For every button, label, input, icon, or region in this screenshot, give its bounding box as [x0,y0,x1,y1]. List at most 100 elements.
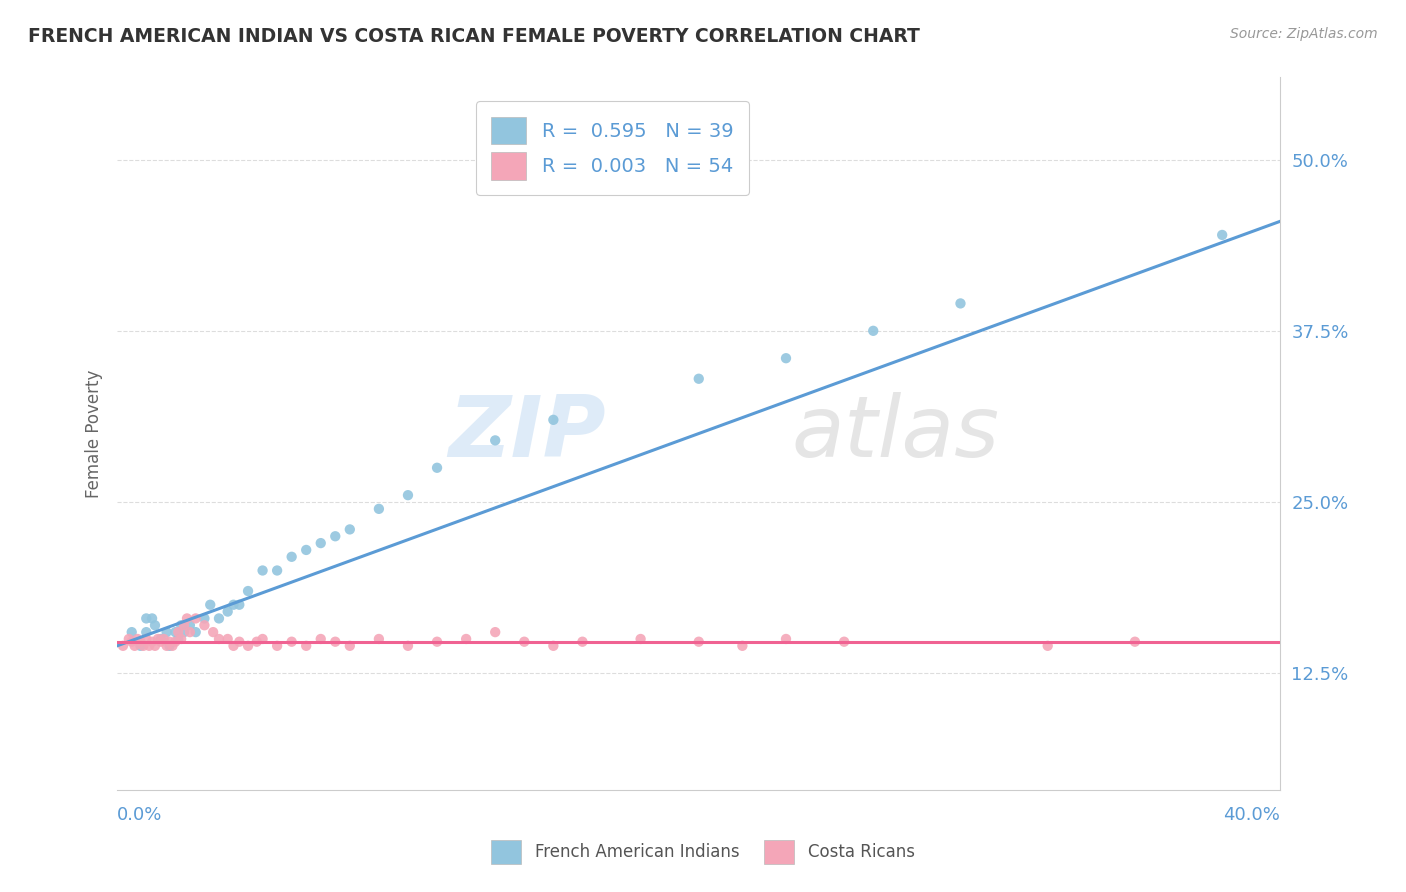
Point [124,639,146,653]
Point [266,564,288,578]
Point [862,324,884,338]
Point [143,618,166,632]
Point [396,639,419,653]
Point [426,634,449,648]
Point [159,639,181,653]
Point [252,632,274,646]
Point [167,632,190,646]
Point [179,618,201,632]
Point [179,625,201,640]
Point [688,634,710,648]
Point [1036,639,1059,653]
Point [295,639,318,653]
Point [280,634,302,648]
Point [141,634,163,648]
Point [630,632,652,646]
Point [295,543,318,558]
Point [121,634,143,648]
Point [339,523,361,537]
Point [156,625,179,640]
Point [184,625,207,640]
Point [156,639,179,653]
Point [184,611,207,625]
Text: atlas: atlas [792,392,1000,475]
Point [149,632,172,646]
Point [228,634,250,648]
Point [323,634,346,648]
Point [165,634,187,648]
Point [135,611,157,625]
Point [228,598,250,612]
Point [426,460,449,475]
Point [208,611,231,625]
Text: Source: ZipAtlas.com: Source: ZipAtlas.com [1230,27,1378,41]
Point [252,564,274,578]
Point [339,639,361,653]
Legend: French American Indians, Costa Ricans: French American Indians, Costa Ricans [485,833,921,871]
Point [1211,227,1233,242]
Point [167,625,190,640]
Point [138,639,160,653]
Point [121,625,143,640]
Point [217,605,239,619]
Point [200,598,222,612]
Point [143,639,166,653]
Point [280,549,302,564]
Point [222,598,245,612]
Point [170,632,193,646]
Point [173,618,195,632]
Point [132,639,155,653]
Point [775,632,797,646]
Point [208,632,231,646]
Point [129,634,152,648]
Legend: R =  0.595   N = 39, R =  0.003   N = 54: R = 0.595 N = 39, R = 0.003 N = 54 [475,102,749,195]
Point [323,529,346,543]
Point [146,632,169,646]
Point [176,611,198,625]
Point [949,296,972,310]
Text: 40.0%: 40.0% [1223,806,1281,824]
Point [162,639,184,653]
Point [775,351,797,366]
Point [111,639,134,653]
Point [173,625,195,640]
Point [193,618,215,632]
Point [688,372,710,386]
Point [141,611,163,625]
Point [484,625,506,640]
Point [513,634,536,648]
Point [484,434,506,448]
Point [571,634,593,648]
Point [309,632,332,646]
Point [135,632,157,646]
Point [1123,634,1146,648]
Point [165,625,187,640]
Point [367,632,389,646]
Text: 0.0%: 0.0% [117,806,163,824]
Point [832,634,855,648]
Text: ZIP: ZIP [449,392,606,475]
Point [159,634,181,648]
Point [543,639,565,653]
Point [396,488,419,502]
Point [367,501,389,516]
Point [152,632,174,646]
Point [217,632,239,646]
Point [118,632,141,646]
Point [236,584,259,599]
Point [246,634,269,648]
Point [456,632,478,646]
Point [543,413,565,427]
Point [170,618,193,632]
Y-axis label: Female Poverty: Female Poverty [86,369,103,498]
Point [135,625,157,640]
Point [731,639,754,653]
Point [193,611,215,625]
Point [236,639,259,653]
Point [127,632,149,646]
Text: FRENCH AMERICAN INDIAN VS COSTA RICAN FEMALE POVERTY CORRELATION CHART: FRENCH AMERICAN INDIAN VS COSTA RICAN FE… [28,27,920,45]
Point [222,639,245,653]
Point [202,625,225,640]
Point [266,639,288,653]
Point [309,536,332,550]
